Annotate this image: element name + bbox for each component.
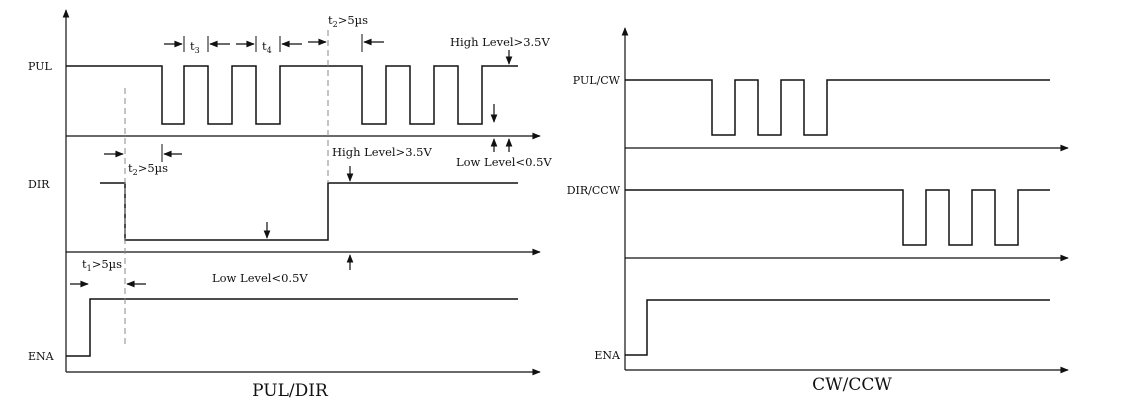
pul-waveform	[66, 65, 518, 125]
pul-dir-diagram	[62, 9, 541, 376]
t4-label: t4	[262, 39, 272, 55]
t2-top-dimension	[308, 34, 384, 52]
ena-waveform	[66, 298, 518, 357]
dir-high-level-label: High Level>3.5V	[332, 145, 432, 159]
ccw-waveform	[625, 189, 1050, 246]
cw-waveform	[625, 79, 1050, 136]
ccw-signal-label: DIR/CCW	[567, 184, 621, 197]
t4-dimension	[236, 36, 302, 52]
right-ena-waveform	[625, 299, 1050, 356]
dir-low-level-label: Low Level<0.5V	[212, 271, 308, 285]
t2-dir-dimension	[104, 144, 182, 162]
t3-label: t3	[190, 39, 200, 55]
pul-signal-label: PUL	[28, 60, 52, 73]
ena-signal-label: ENA	[28, 350, 55, 363]
t1-label: t1>5µs	[82, 257, 122, 273]
pul-low-level-label: Low Level<0.5V	[456, 155, 552, 169]
dir-signal-label: DIR	[28, 178, 50, 191]
cw-signal-label: PUL/CW	[573, 74, 621, 87]
t2-top-label: t2>5µs	[328, 13, 368, 29]
t2-dir-label: t2>5µs	[128, 161, 168, 177]
pul-high-level-label: High Level>3.5V	[450, 35, 550, 49]
right-ena-signal-label: ENA	[594, 349, 621, 362]
cw-ccw-labels: PUL/CW DIR/CCW ENA CW/CCW	[567, 74, 893, 395]
t3-dimension	[164, 36, 230, 52]
pul-dir-caption: PUL/DIR	[252, 381, 329, 401]
cw-ccw-diagram	[621, 27, 1069, 374]
dir-waveform	[100, 182, 518, 241]
cw-ccw-caption: CW/CCW	[812, 375, 892, 395]
pul-dir-labels: PUL DIR ENA t3 t4 t2>5µs t2>5µs t1>5µs H…	[28, 13, 552, 401]
